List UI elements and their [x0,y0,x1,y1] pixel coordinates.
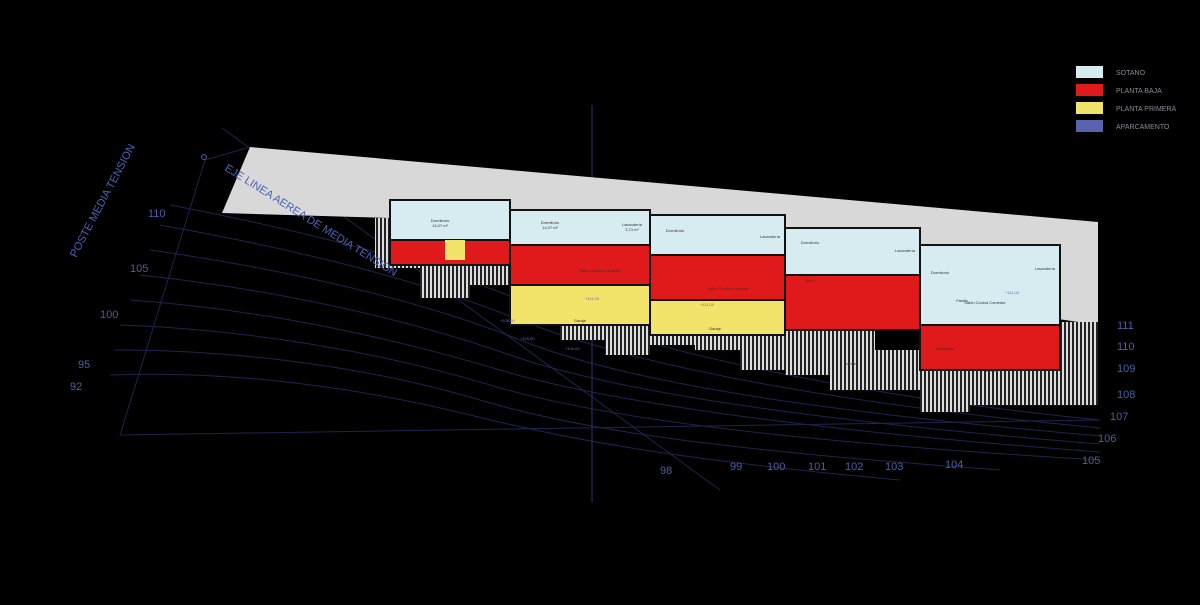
level-label: +111,00 [1005,290,1020,295]
contour-number: 109 [1117,363,1135,375]
room-label: Dormitorio [931,270,950,275]
room-label: Dormitorio [431,218,450,223]
level-label: +108,00 [500,318,515,323]
level-label: +111,00 [700,302,715,307]
room-label: Dormitorio [666,228,685,233]
level-label: +111,00 [585,296,600,301]
room-label: Pasillo [956,298,969,303]
contour-number: 98 [660,465,672,477]
pole-marker [201,154,207,160]
room-label: Salón Cocina Comedor [964,300,1006,305]
room-label: Garaje [984,368,997,373]
contour-number: SOTANO [1116,70,1146,77]
contour-number: 102 [845,461,863,473]
room-area: 14,07 m² [432,223,448,228]
contour-number: 101 [808,461,826,473]
room-labels: Dormitorio 14,07 m² Dormitorio 14,07 m² … [431,218,1056,373]
contour-number: 107 [1110,411,1128,423]
contour-number: 106 [1098,433,1116,445]
level-label: +105,00 [520,336,535,341]
room-label: Garaje [709,326,722,331]
level-label: +106,00 [565,346,580,351]
contour-number: 100 [767,461,785,473]
legend-item-planta-baja: PLANTA BAJA [1076,84,1162,96]
room-label: Baño [805,278,815,283]
contour-number: 110 [1117,341,1135,353]
room-label: Dormitorio [801,240,820,245]
contour-number: 108 [1117,389,1135,401]
poste-label: POSTE MEDIA TENSION [68,142,138,259]
contour-number: 105 [130,263,148,275]
room-label: Lavandería [895,248,916,253]
room-label: Garaje [844,361,857,366]
room-area: 3,73 m² [625,227,639,232]
contour-number: PLANTA PRIMERA [1116,106,1176,113]
room-label: Salón Cocina Comedor [707,286,749,291]
room-label: Lavandería [1035,266,1056,271]
contour-number: 95 [78,359,90,371]
room-label: Dormitorio [541,220,560,225]
contour-number: 104 [945,459,963,471]
contour-number: 100 [100,309,118,321]
legend-item-aparcamento: APARCAMENTO [1076,120,1170,132]
contour-number: APARCAMENTO [1116,124,1170,131]
room-area: 14,07 m² [542,225,558,230]
contour-number: 111 [1117,320,1134,332]
room-label: Lavandería [622,222,643,227]
legend-item-planta-primera: PLANTA PRIMERA [1076,102,1176,114]
contour-number: 105 [1082,455,1100,467]
contour-number: 103 [885,461,903,473]
units [389,199,1061,371]
contour-numbers: 110 105 100 95 92 98 99 100 101 102 103 … [70,208,1135,477]
contour-number: PLANTA BAJA [1116,88,1162,95]
room-label: Garaje [574,318,587,323]
contour-number: 99 [730,461,742,473]
contour-number: 110 [148,208,166,220]
contour-number: 92 [70,381,82,393]
room-label: Dormitorio [936,346,955,351]
room-label: Salón Cocina Comedor [579,268,621,273]
legend: SOTANO PLANTA BAJA PLANTA PRIMERA APARCA… [1076,66,1176,132]
legend-item-sotano: SOTANO [1076,66,1146,78]
room-label: Lavandería [760,234,781,239]
